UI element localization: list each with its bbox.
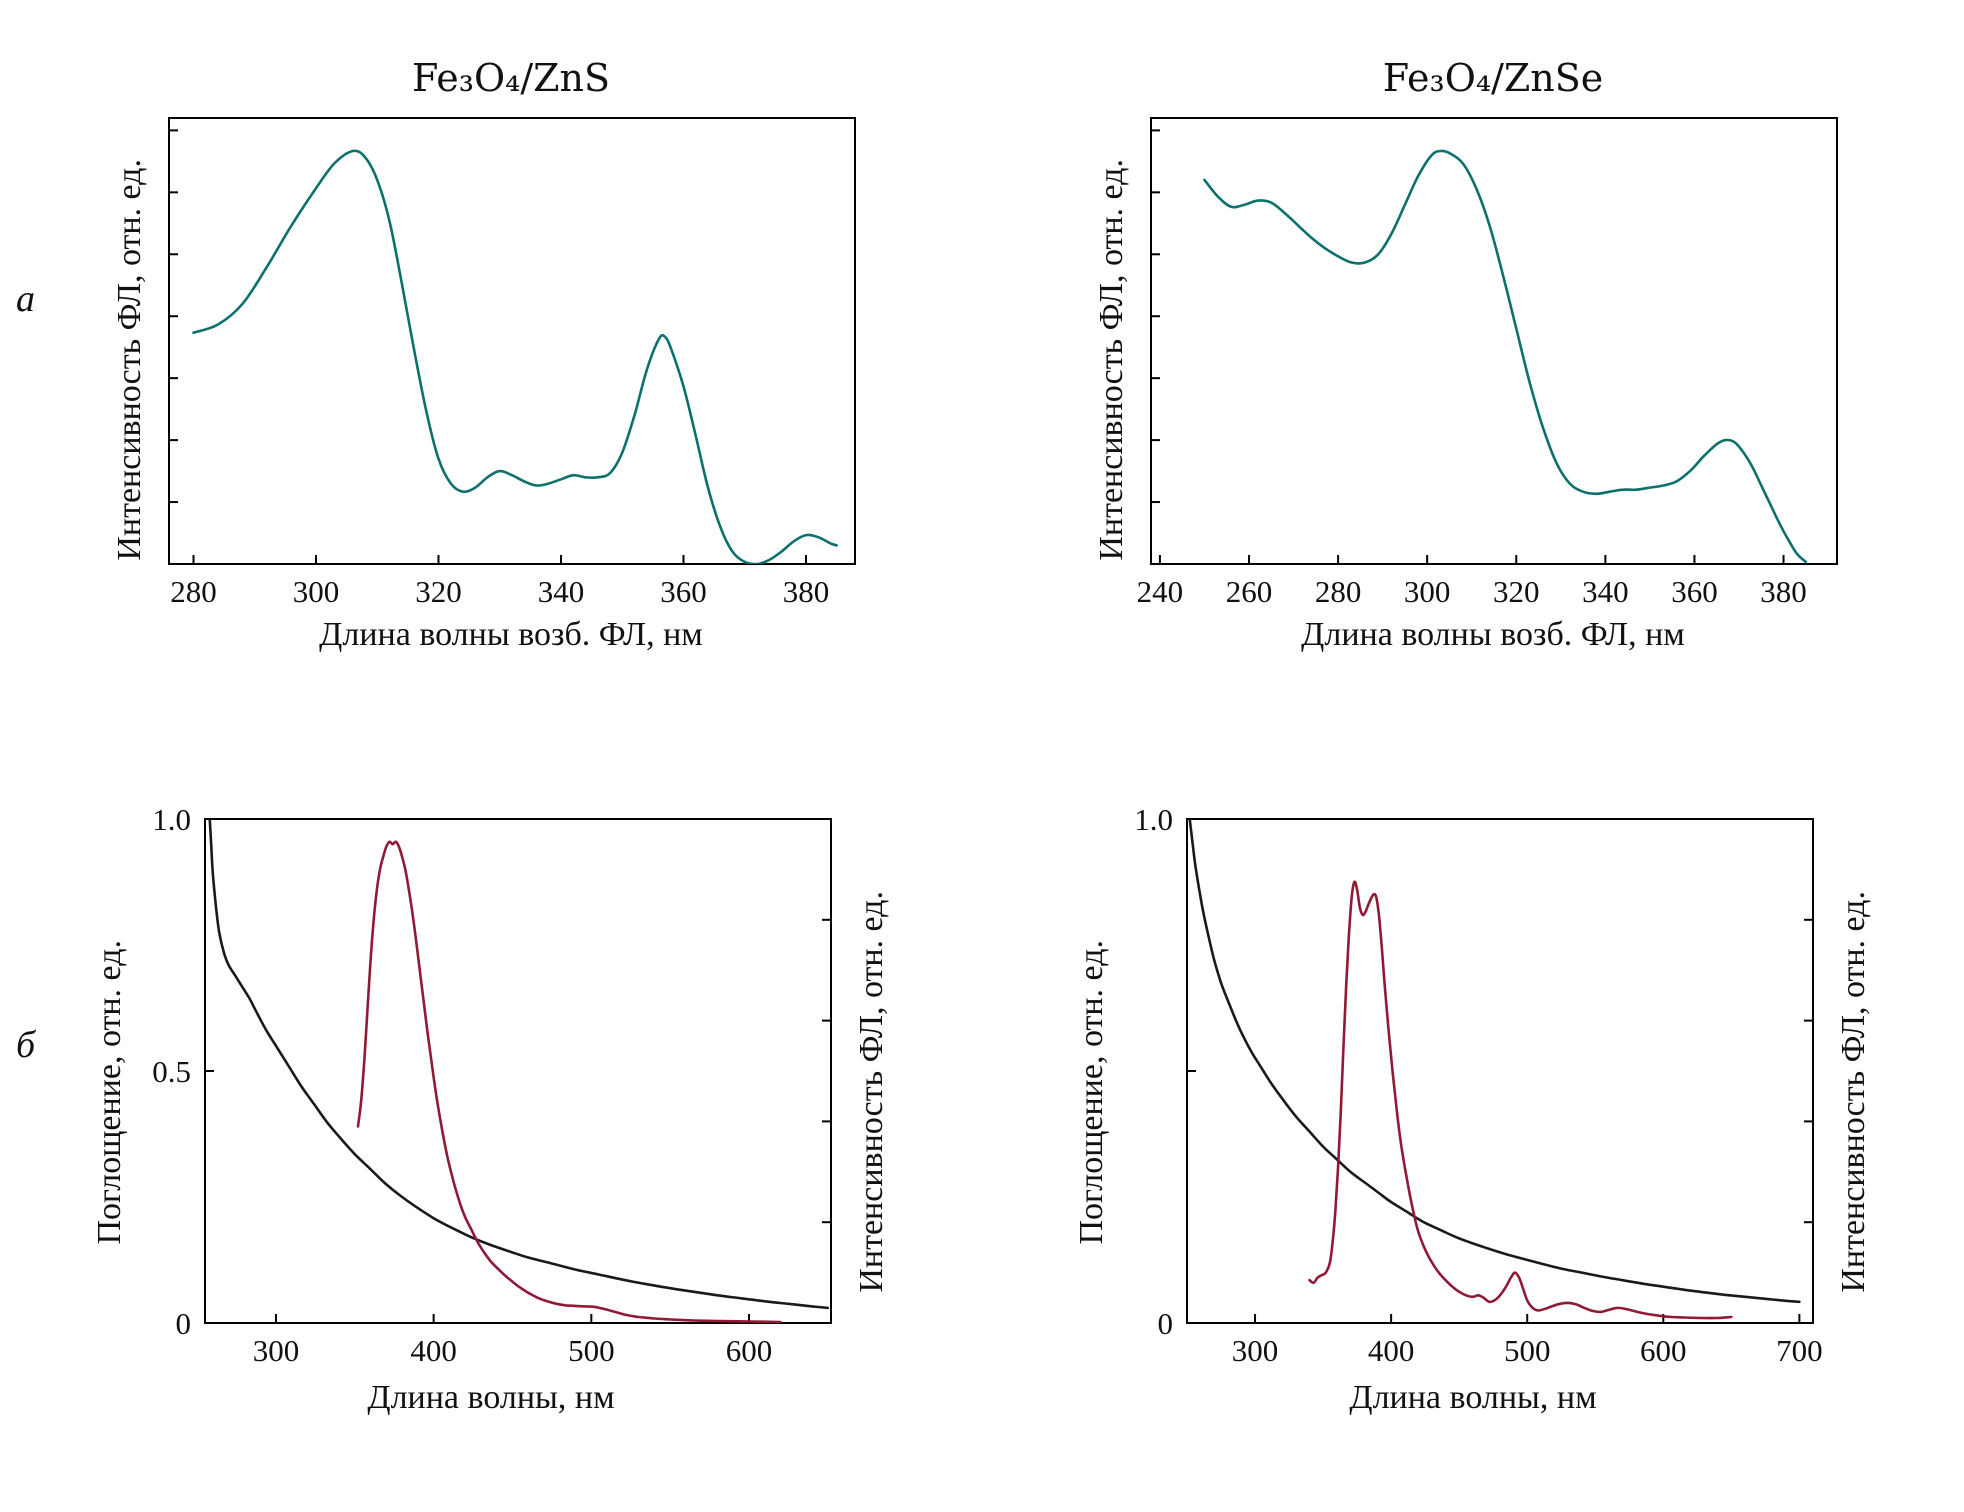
series-group xyxy=(1203,149,1808,564)
x-tick-label: 340 xyxy=(1582,574,1629,609)
x-tick-label: 280 xyxy=(170,574,217,609)
series-excitation-ZnS xyxy=(192,149,838,565)
series-group xyxy=(1188,819,1801,1320)
y-axis-label-znse-absorption: Поглощение, отн. ед. xyxy=(1073,940,1110,1245)
chart-title-zns: Fe₃O₄/ZnS xyxy=(411,56,611,101)
x-tick-label: 320 xyxy=(1493,574,1540,609)
x-tick-label: 340 xyxy=(538,574,585,609)
plot-znse-excitation: 240 260 280 300 320 340 360 380 xyxy=(1137,117,1838,609)
chart-title-znse: Fe₃O₄/ZnSe xyxy=(1382,56,1604,101)
y-axis-label-zns-pl-intensity: Интенсивность ФЛ, отн. ед. xyxy=(853,891,890,1294)
plot-znse-absorption-pl: 300 400 500 600 700 0 1.0 xyxy=(1134,805,1823,1368)
panel-zns-absorption-pl: б Поглощение, отн. ед. 300 400 500 600 0 0.5 1… xyxy=(0,711,982,1512)
series-group xyxy=(208,819,830,1324)
axes-box xyxy=(1150,117,1838,566)
plot-zns-excitation: 280 300 320 340 360 380 xyxy=(168,117,856,609)
axes-box xyxy=(204,818,832,1325)
x-tick-label: 600 xyxy=(726,1333,773,1368)
panel-znse-excitation: Fe₃O₄/ZnSe Интенсивность ФЛ, отн. ед. 24… xyxy=(982,0,1964,711)
y-tick-label: 1.0 xyxy=(152,805,191,837)
x-axis-label-zns-wavelength: Длина волны, нм xyxy=(367,1379,615,1417)
series-excitation-ZnSe xyxy=(1203,149,1808,564)
series-group xyxy=(192,149,838,565)
x-tick-label: 400 xyxy=(410,1333,457,1368)
x-tick-label: 300 xyxy=(293,574,340,609)
x-tick-label: 360 xyxy=(660,574,707,609)
x-tick-label: 500 xyxy=(1504,1333,1551,1368)
y-tick-label: 1.0 xyxy=(1134,805,1173,837)
panel-label-b: б xyxy=(16,1024,36,1067)
y-axis-label-zns-excitation: Интенсивность ФЛ, отн. ед. xyxy=(111,159,148,562)
y-tick-label: 0 xyxy=(1158,1306,1174,1341)
x-tick-label: 240 xyxy=(1137,574,1184,609)
series-absorption-ZnS xyxy=(208,819,830,1310)
x-tick-label: 300 xyxy=(1404,574,1451,609)
axes-box xyxy=(1186,818,1814,1325)
x-tick-label: 300 xyxy=(253,1333,300,1368)
x-tick-label: 500 xyxy=(568,1333,615,1368)
panel-label-a: а xyxy=(16,278,35,321)
x-tick-label: 400 xyxy=(1368,1333,1415,1368)
series-absorption-ZnSe xyxy=(1188,819,1801,1304)
series-photoluminescence-ZnSe xyxy=(1308,880,1733,1320)
plot-zns-absorption-pl: 300 400 500 600 0 0.5 1.0 xyxy=(152,805,832,1368)
x-tick-label: 360 xyxy=(1671,574,1718,609)
x-tick-label: 320 xyxy=(415,574,462,609)
x-axis-label-znse-excitation: Длина волны возб. ФЛ, нм xyxy=(1301,616,1685,654)
panel-zns-excitation: а Fe₃O₄/ZnS Интенсивность ФЛ, отн. ед. 2… xyxy=(0,0,982,711)
series-photoluminescence-ZnS xyxy=(356,840,782,1324)
x-tick-label: 260 xyxy=(1226,574,1273,609)
y-axis-label-znse-pl-intensity: Интенсивность ФЛ, отн. ед. xyxy=(1835,891,1872,1294)
x-tick-label: 700 xyxy=(1776,1333,1823,1368)
x-tick-label: 380 xyxy=(1760,574,1807,609)
x-tick-label: 280 xyxy=(1315,574,1362,609)
axes-box xyxy=(168,117,856,566)
y-axis-label-znse-excitation: Интенсивность ФЛ, отн. ед. xyxy=(1093,159,1130,562)
x-axis-label-znse-wavelength: Длина волны, нм xyxy=(1349,1379,1597,1417)
x-tick-label: 300 xyxy=(1232,1333,1279,1368)
x-axis-label-zns-excitation: Длина волны возб. ФЛ, нм xyxy=(319,616,703,654)
x-tick-label: 600 xyxy=(1640,1333,1687,1368)
panel-znse-absorption-pl: Поглощение, отн. ед. 300 400 500 600 700 0 1.0… xyxy=(982,711,1964,1512)
x-tick-label: 380 xyxy=(783,574,830,609)
y-tick-label: 0 xyxy=(176,1306,192,1341)
y-axis-label-zns-absorption: Поглощение, отн. ед. xyxy=(91,940,128,1245)
y-tick-label: 0.5 xyxy=(152,1054,191,1089)
